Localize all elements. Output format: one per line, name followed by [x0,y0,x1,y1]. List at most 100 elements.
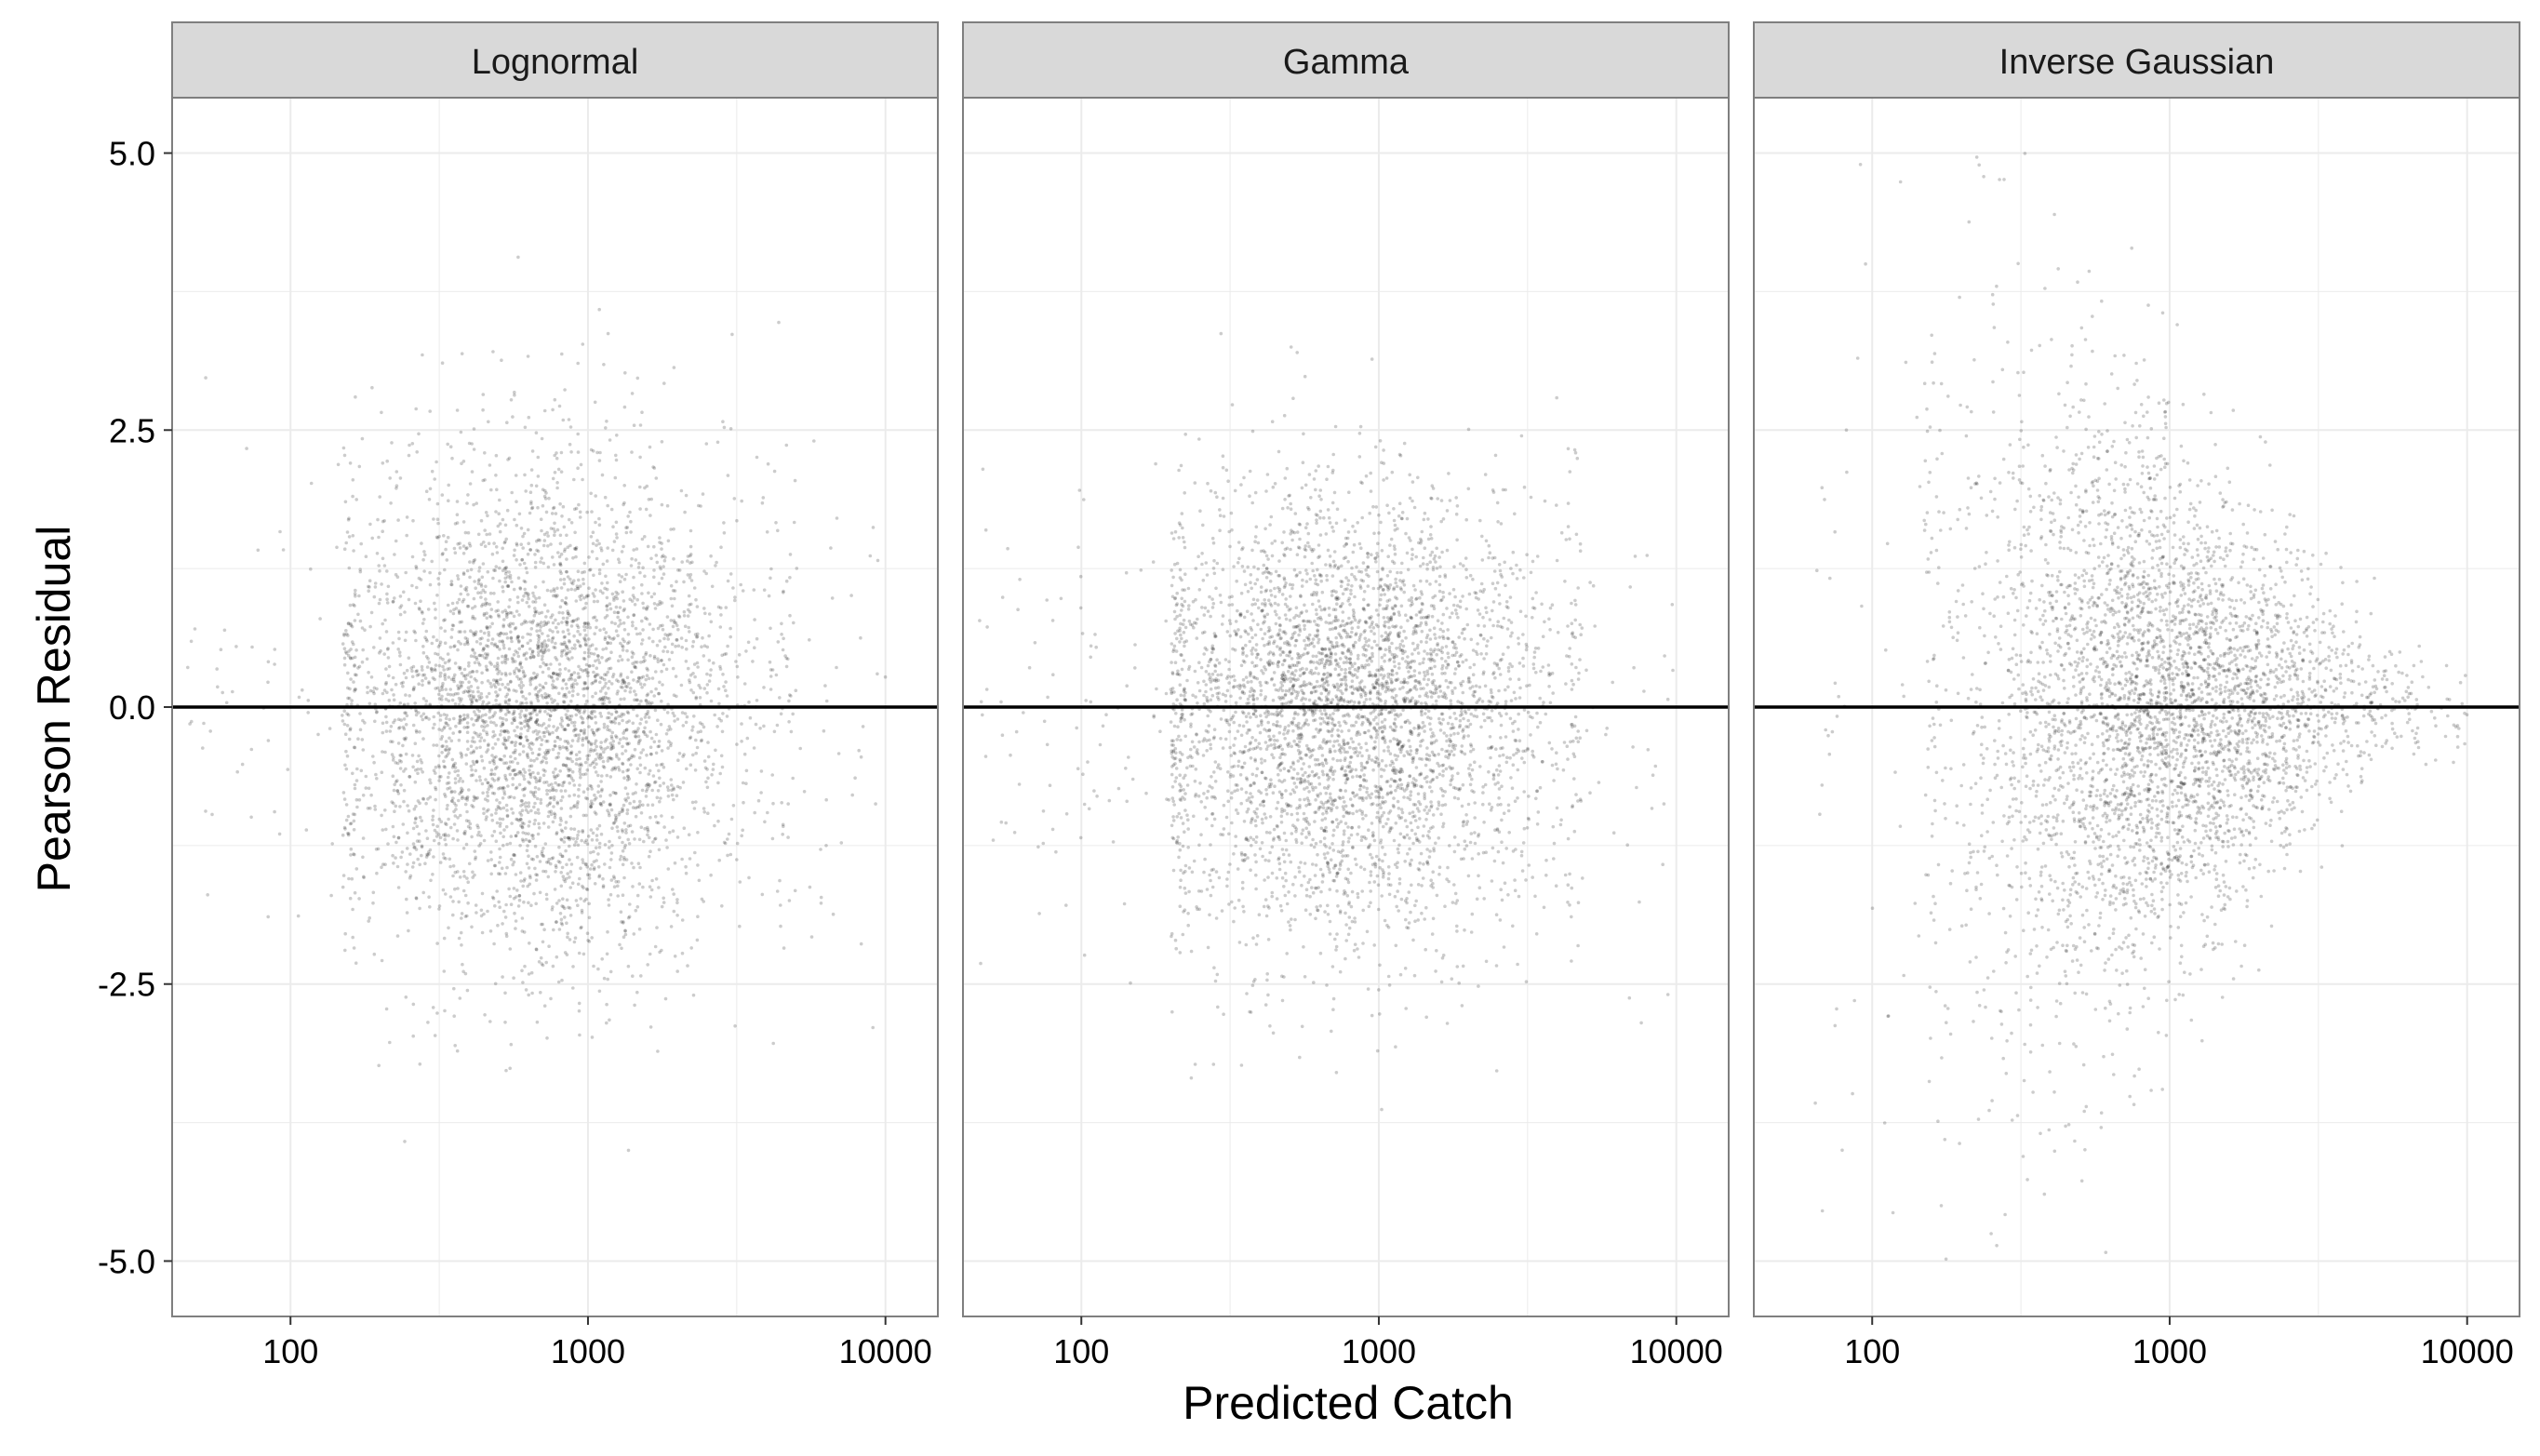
scatter-point [634,603,637,607]
scatter-point [464,531,468,535]
scatter-point [722,521,726,525]
scatter-point [541,671,545,675]
scatter-point [465,501,469,505]
scatter-point [699,696,702,700]
scatter-point [410,669,414,673]
scatter-point [491,350,495,354]
scatter-point [528,605,531,608]
scatter-point [382,519,386,523]
scatter-point [453,1044,457,1048]
scatter-point [602,627,606,631]
scatter-point [660,723,663,727]
scatter-point [480,681,484,685]
scatter-point [461,352,464,355]
scatter-point [565,713,568,716]
scatter-point [487,859,490,862]
scatter-point [533,822,537,826]
scatter-point [647,830,650,834]
scatter-point [462,889,466,893]
scatter-point [726,694,729,698]
scatter-point [762,686,766,689]
scatter-point [788,614,792,618]
scatter-point [432,727,435,730]
scatter-point [408,852,412,856]
scatter-point [1327,683,1330,687]
scatter-point [267,661,271,664]
scatter-point [576,466,580,470]
scatter-point [398,606,402,609]
scatter-point [1424,1016,1428,1020]
scatter-point [598,661,602,664]
scatter-point [454,781,458,785]
scatter-point [1276,645,1279,648]
scatter-point [361,437,365,441]
scatter-point [531,791,535,795]
scatter-point [582,728,586,732]
scatter-point [510,1043,514,1047]
scatter-point [537,456,541,460]
scatter-point [832,913,836,916]
scatter-point [516,762,520,766]
scatter-point [557,981,561,984]
scatter-point [1303,875,1306,878]
scatter-point [561,866,565,870]
scatter-point [635,598,639,602]
scatter-point [860,942,863,946]
scatter-point [730,333,734,337]
scatter-point [421,718,425,722]
scatter-point [301,688,304,692]
scatter-point [479,642,483,646]
scatter-point [1358,542,1362,546]
scatter-point [569,914,573,917]
scatter-point [452,764,456,768]
scatter-point [404,693,408,697]
scatter-point [1412,727,1416,730]
scatter-point [208,729,212,733]
scatter-point [568,768,572,771]
scatter-point [435,743,439,747]
scatter-point [405,995,408,999]
scatter-point [662,637,666,641]
scatter-point [1336,825,1340,829]
scatter-point [1439,689,1443,693]
scatter-point [606,725,609,728]
scatter-point [474,586,477,590]
scatter-point [627,758,631,762]
scatter-point [662,901,666,904]
scatter-point [480,696,484,700]
scatter-point [1305,620,1309,623]
scatter-point [501,518,505,522]
scatter-point [542,928,546,931]
scatter-point [739,880,742,884]
scatter-point [1183,830,1186,834]
scatter-point [524,592,528,595]
scatter-point [1384,718,1387,722]
scatter-point [539,684,542,688]
scatter-point [472,773,475,777]
scatter-point [476,717,480,721]
scatter-point [1428,785,1432,789]
scatter-point [1404,532,1408,536]
scatter-point [648,498,651,501]
scatter-point [664,838,668,842]
scatter-point [606,774,609,778]
scatter-point [780,801,783,805]
scatter-point [517,904,521,908]
scatter-point [566,651,569,655]
scatter-point [465,843,469,847]
scatter-point [558,823,562,827]
scatter-point [342,874,346,877]
scatter-point [384,828,388,832]
scatter-point [588,876,592,880]
scatter-point [665,846,669,849]
scatter-point [431,642,434,646]
scatter-point [719,625,723,629]
scatter-point [515,543,519,547]
scatter-point [560,979,564,982]
scatter-point [342,709,346,713]
scatter-point [502,647,506,650]
scatter-point [1312,891,1316,895]
scatter-point [573,827,577,831]
scatter-point [526,571,529,575]
scatter-point [655,926,659,929]
